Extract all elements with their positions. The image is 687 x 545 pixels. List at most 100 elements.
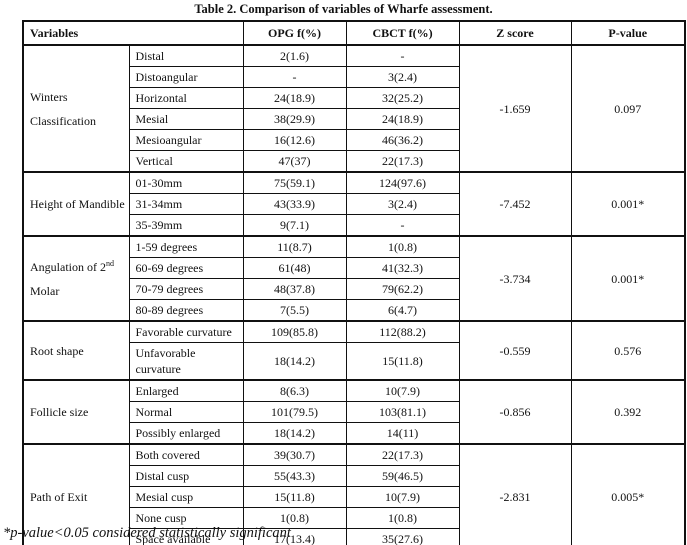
category-cell: Unfavorable curvature: [128, 342, 244, 381]
cbct-value: 14(11): [345, 422, 460, 445]
table-row: Winters Classification Distal 2(1.6) - -…: [22, 44, 686, 173]
cbct-value: -: [345, 214, 460, 237]
pvalue-value: 0.576: [570, 320, 686, 381]
opg-value: 18(14.2): [242, 342, 347, 381]
cbct-value: 103(81.1): [345, 401, 460, 423]
table-row: Path of Exit Both covered 39(30.7) 22(17…: [22, 443, 686, 545]
opg-value: 18(14.2): [242, 422, 347, 445]
opg-value: 38(29.9): [242, 108, 347, 130]
cbct-value: 22(17.3): [345, 150, 460, 173]
col-header-zscore: Z score: [458, 20, 572, 46]
cbct-value: 6(4.7): [345, 299, 460, 322]
variable-group-follicle-size: Follicle size: [22, 379, 130, 445]
cbct-value: 15(11.8): [345, 342, 460, 381]
table-row: Space available 17(13.4) 35(27.6): [23, 528, 685, 545]
variable-group-path-of-exit: Path of Exit: [22, 443, 130, 545]
category-cell: Distal: [128, 44, 244, 67]
opg-value: -: [242, 66, 347, 88]
opg-value: 15(11.8): [242, 486, 347, 508]
category-cell: Mesioangular: [128, 129, 244, 151]
cbct-value: 24(18.9): [345, 108, 460, 130]
table-row: 31-34mm 43(33.9) 3(2.4): [23, 193, 685, 215]
opg-value: 11(8.7): [242, 235, 347, 258]
table-row: Horizontal 24(18.9) 32(25.2): [23, 87, 685, 109]
category-cell: Horizontal: [128, 87, 244, 109]
category-cell: Enlarged: [128, 379, 244, 402]
pvalue-value: 0.001*: [570, 171, 686, 237]
zscore-value: -3.734: [458, 235, 572, 322]
cbct-value: 22(17.3): [345, 443, 460, 466]
pvalue-value: 0.097: [570, 44, 686, 173]
category-cell: 70-79 degrees: [128, 278, 244, 300]
opg-value: 17(13.4): [242, 528, 347, 545]
zscore-value: -2.831: [458, 443, 572, 545]
col-header-pvalue: P-value: [570, 20, 686, 46]
variable-group-root-shape: Root shape: [22, 320, 130, 381]
opg-value: 43(33.9): [242, 193, 347, 215]
cbct-value: -: [345, 44, 460, 67]
opg-value: 61(48): [242, 257, 347, 279]
category-cell: Distal cusp: [128, 465, 244, 487]
category-cell: 1-59 degrees: [128, 235, 244, 258]
table-row: Mesial 38(29.9) 24(18.9): [23, 108, 685, 130]
opg-value: 101(79.5): [242, 401, 347, 423]
zscore-value: -1.659: [458, 44, 572, 173]
cbct-value: 1(0.8): [345, 507, 460, 529]
col-header-opg: OPG f(%): [242, 20, 347, 46]
pvalue-value: 0.392: [570, 379, 686, 445]
table-row: Possibly enlarged 18(14.2) 14(11): [23, 422, 685, 445]
pvalue-value: 0.001*: [570, 235, 686, 322]
opg-value: 75(59.1): [242, 171, 347, 194]
col-header-cbct: CBCT f(%): [345, 20, 460, 46]
category-cell: None cusp: [128, 507, 244, 529]
table-row: 35-39mm 9(7.1) -: [23, 214, 685, 237]
category-cell: 60-69 degrees: [128, 257, 244, 279]
table-row: 60-69 degrees 61(48) 41(32.3): [23, 257, 685, 279]
significance-footnote: *p-value<0.05 considered statistically s…: [3, 525, 291, 541]
table-row: Root shape Favorable curvature 109(85.8)…: [22, 320, 686, 381]
cbct-value: 1(0.8): [345, 235, 460, 258]
zscore-value: -0.559: [458, 320, 572, 381]
table-row: Unfavorable curvature 18(14.2) 15(11.8): [23, 342, 685, 381]
category-cell: Vertical: [128, 150, 244, 173]
category-cell: Favorable curvature: [128, 320, 244, 343]
cbct-value: 112(88.2): [345, 320, 460, 343]
category-cell: 35-39mm: [128, 214, 244, 237]
col-header-variables: Variables: [22, 20, 244, 46]
opg-value: 55(43.3): [242, 465, 347, 487]
table-row: 70-79 degrees 48(37.8) 79(62.2): [23, 278, 685, 300]
opg-value: 8(6.3): [242, 379, 347, 402]
category-cell: 80-89 degrees: [128, 299, 244, 322]
cbct-value: 59(46.5): [345, 465, 460, 487]
category-cell: 31-34mm: [128, 193, 244, 215]
cbct-value: 32(25.2): [345, 87, 460, 109]
table-row: Follicle size Enlarged 8(6.3) 10(7.9) -0…: [22, 379, 686, 445]
category-cell: Possibly enlarged: [128, 422, 244, 445]
cbct-value: 10(7.9): [345, 379, 460, 402]
category-cell: 01-30mm: [128, 171, 244, 194]
category-cell: Mesial: [128, 108, 244, 130]
cbct-value: 35(27.6): [345, 528, 460, 545]
opg-value: 2(1.6): [242, 44, 347, 67]
header-row: Variables OPG f(%) CBCT f(%) Z score P-v…: [22, 20, 686, 46]
cbct-value: 41(32.3): [345, 257, 460, 279]
cbct-value: 3(2.4): [345, 66, 460, 88]
category-cell: Distoangular: [128, 66, 244, 88]
opg-value: 109(85.8): [242, 320, 347, 343]
table-row: None cusp 1(0.8) 1(0.8): [23, 507, 685, 529]
table-row: Angulation of 2nd Molar 1-59 degrees 11(…: [22, 235, 686, 322]
cbct-value: 46(36.2): [345, 129, 460, 151]
table-row: Mesial cusp 15(11.8) 10(7.9): [23, 486, 685, 508]
variable-group-angulation: Angulation of 2nd Molar: [22, 235, 130, 322]
category-cell: Mesial cusp: [128, 486, 244, 508]
table-row: Distal cusp 55(43.3) 59(46.5): [23, 465, 685, 487]
variable-group-height-of-mandible: Height of Mandible: [22, 171, 130, 237]
cbct-value: 124(97.6): [345, 171, 460, 194]
opg-value: 48(37.8): [242, 278, 347, 300]
cbct-value: 3(2.4): [345, 193, 460, 215]
zscore-value: -7.452: [458, 171, 572, 237]
category-cell: Normal: [128, 401, 244, 423]
zscore-value: -0.856: [458, 379, 572, 445]
table-row: Normal 101(79.5) 103(81.1): [23, 401, 685, 423]
